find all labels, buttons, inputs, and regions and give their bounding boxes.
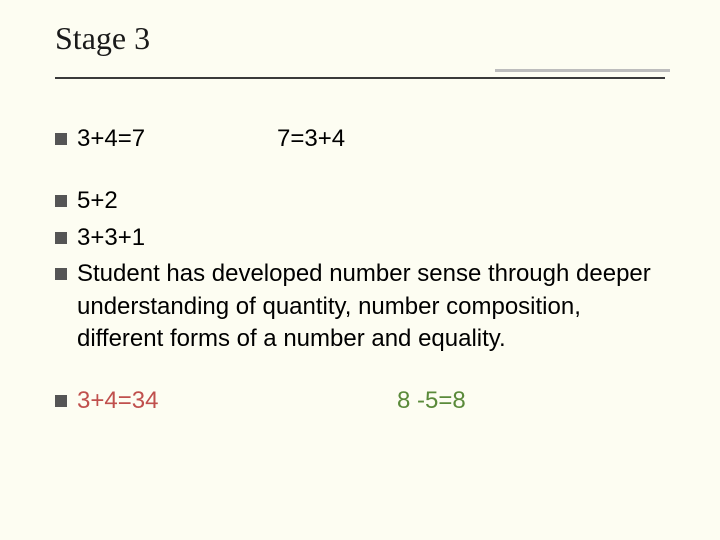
- bullet-row-5: 3+4=34 8 -5=8: [55, 385, 670, 417]
- content-area: 3+4=7 7=3+4 5+2 3+3+1 Student has develo…: [55, 123, 670, 418]
- eq-left-2: 3+4=34: [77, 385, 397, 417]
- square-bullet-icon: [55, 133, 67, 145]
- square-bullet-icon: [55, 195, 67, 207]
- eq-right-1: 7=3+4: [277, 123, 345, 155]
- square-bullet-icon: [55, 395, 67, 407]
- bullet-row-4: Student has developed number sense throu…: [55, 258, 670, 355]
- slide: Stage 3 3+4=7 7=3+4 5+2 3+3+1 Student ha…: [0, 0, 720, 540]
- slide-title: Stage 3: [55, 20, 670, 57]
- title-rule: [55, 69, 670, 83]
- spacer: [55, 159, 670, 185]
- eq-3: 3+3+1: [77, 222, 145, 254]
- rule-short: [495, 69, 670, 72]
- equation-pair-2: 3+4=34 8 -5=8: [77, 385, 466, 417]
- eq-left-1: 3+4=7: [77, 123, 277, 155]
- rule-long: [55, 77, 665, 79]
- bullet-row-2: 5+2: [55, 185, 670, 217]
- square-bullet-icon: [55, 268, 67, 280]
- equation-pair-1: 3+4=7 7=3+4: [77, 123, 345, 155]
- eq-right-2: 8 -5=8: [397, 385, 466, 417]
- bullet-row-1: 3+4=7 7=3+4: [55, 123, 670, 155]
- spacer: [55, 359, 670, 385]
- bullet-row-3: 3+3+1: [55, 222, 670, 254]
- eq-2: 5+2: [77, 185, 118, 217]
- body-text: Student has developed number sense throu…: [77, 258, 657, 355]
- square-bullet-icon: [55, 232, 67, 244]
